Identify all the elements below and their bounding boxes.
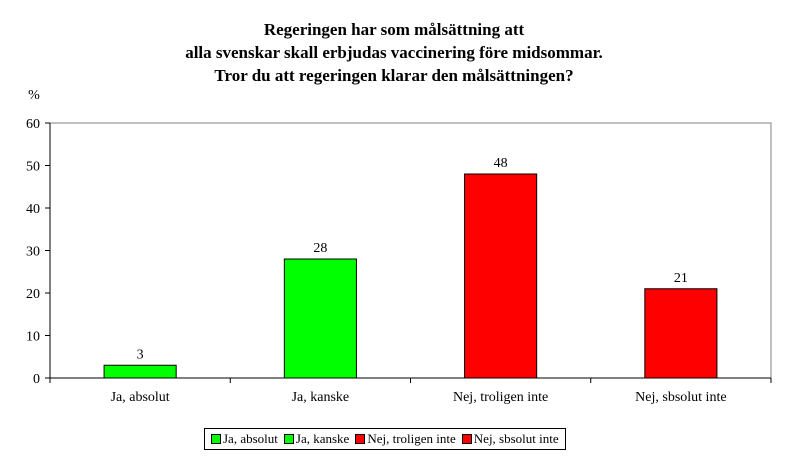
y-tick-label: 50 (26, 160, 40, 175)
legend-item-ja-absolut: Ja, absolut (211, 431, 278, 447)
y-axis: 0 10 20 30 40 50 60 (26, 117, 51, 387)
legend-swatch (355, 434, 366, 444)
y-tick-label: 30 (26, 245, 40, 260)
y-tick-label: 0 (33, 372, 40, 387)
legend-swatch (211, 434, 221, 444)
bar (644, 288, 718, 379)
legend-swatch (283, 434, 294, 444)
y-axis-label: % (28, 88, 40, 103)
legend-label: Nej, troligen inte (367, 431, 456, 446)
legend-label: Nej, sbsolut inte (473, 431, 559, 446)
x-tick-label: Nej, sbsolut inte (635, 390, 726, 405)
legend-label: Ja, absolut (223, 431, 278, 446)
x-tick-label: Ja, absolut (111, 390, 170, 405)
y-tick-label: 10 (26, 330, 40, 345)
chart-title-line-2: alla svenskar skall erbjudas vaccinering… (185, 43, 603, 62)
legend-item-nej-troligen-inte: Nej, troligen inte (355, 431, 456, 447)
x-tick-label: Nej, troligen inte (453, 390, 548, 405)
legend-label: Ja, kanske (295, 431, 350, 446)
legend-item-nej-sbsolut-inte: Nej, sbsolut inte (461, 431, 559, 447)
bar-series: 3 28 48 21 (103, 156, 718, 379)
y-tick-label: 60 (26, 117, 40, 132)
data-label: 3 (137, 347, 144, 362)
bar (464, 173, 538, 379)
bar (283, 258, 357, 379)
y-tick-label: 20 (26, 287, 40, 302)
data-label: 28 (313, 241, 327, 256)
bar (103, 364, 177, 379)
chart-title-line-3: Tror du att regeringen klarar den målsät… (214, 66, 574, 85)
data-label: 21 (674, 271, 688, 286)
x-axis: Ja, absolut Ja, kanske Nej, troligen inte N… (49, 377, 772, 405)
legend-swatch (461, 434, 472, 444)
chart-title: Regeringen har som målsättning att alla … (0, 18, 788, 87)
x-tick-label: Ja, kanske (292, 390, 350, 405)
legend-item-ja-kanske: Ja, kanske (283, 431, 350, 447)
y-tick-label: 40 (26, 202, 40, 217)
data-label: 48 (494, 156, 508, 171)
legend: Ja, absolut Ja, kanske Nej, troligen int… (204, 428, 566, 450)
chart-title-line-1: Regeringen har som målsättning att (263, 20, 525, 39)
